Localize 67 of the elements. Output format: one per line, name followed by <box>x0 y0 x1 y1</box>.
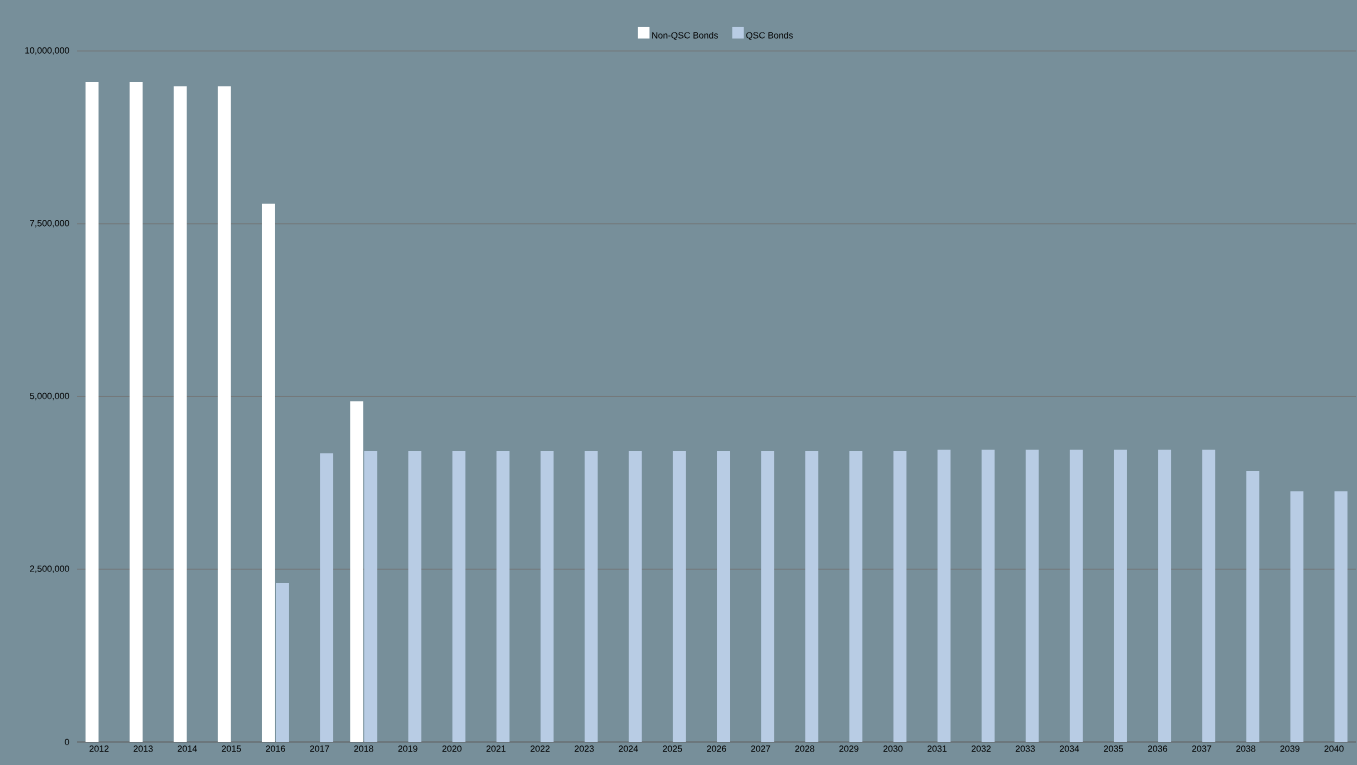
bar <box>717 451 731 742</box>
bar <box>1069 449 1083 742</box>
x-tick-label: 2040 <box>1324 745 1344 752</box>
bar <box>1290 491 1304 742</box>
x-tick-label: 2014 <box>177 745 197 752</box>
bar <box>628 451 642 742</box>
x-tick-label: 2034 <box>1059 745 1080 752</box>
y-tick-label: 2,500,000 <box>30 565 70 573</box>
bar <box>85 82 99 742</box>
bar <box>452 451 466 742</box>
x-tick-label: 2016 <box>265 745 286 752</box>
x-tick-label: 2018 <box>354 745 374 752</box>
bar <box>408 451 422 742</box>
x-tick-label: 2031 <box>927 745 947 752</box>
legend-label: Non-QSC Bonds <box>652 31 718 41</box>
x-tick-label: 2021 <box>486 745 506 752</box>
bar <box>1246 471 1260 742</box>
bar <box>129 82 143 742</box>
x-tick-label: 2035 <box>1103 745 1124 752</box>
x-tick-label: 2025 <box>662 745 683 752</box>
x-tick-label: 2024 <box>618 745 639 752</box>
y-tick-label: 0 <box>64 738 70 746</box>
legend-label: QSC Bonds <box>746 31 793 41</box>
bar <box>849 451 863 742</box>
bar <box>937 449 951 742</box>
bar <box>217 86 231 742</box>
bar <box>496 451 510 742</box>
bar <box>761 451 775 742</box>
y-tick-label: 10,000,000 <box>25 47 70 55</box>
bar <box>350 401 364 742</box>
x-tick-label: 2015 <box>221 745 241 752</box>
bar <box>1113 449 1127 742</box>
x-tick-label: 2036 <box>1148 745 1168 752</box>
x-tick-label: 2013 <box>133 745 153 752</box>
x-tick-label: 2032 <box>971 745 991 752</box>
x-tick-label: 2019 <box>398 745 418 752</box>
x-tick-label: 2027 <box>751 745 771 752</box>
x-tick-label: 2039 <box>1280 745 1300 752</box>
bar <box>275 583 289 742</box>
x-tick-label: 2029 <box>839 745 859 752</box>
bar <box>672 451 686 742</box>
x-tick-label: 2020 <box>442 745 462 752</box>
bar <box>261 203 275 742</box>
x-tick-label: 2022 <box>530 745 550 752</box>
y-tick-label: 5,000,000 <box>29 392 70 401</box>
bar <box>1025 449 1039 742</box>
bar <box>1334 491 1348 742</box>
bar <box>981 449 995 742</box>
x-tick-label: 2038 <box>1236 745 1256 752</box>
bar <box>1202 449 1216 742</box>
bar <box>320 453 334 742</box>
x-tick-label: 2023 <box>574 745 594 752</box>
x-tick-label: 2012 <box>89 745 109 752</box>
x-tick-label: 2017 <box>310 745 330 752</box>
x-tick-label: 2028 <box>795 745 815 752</box>
x-tick-label: 2026 <box>707 745 727 752</box>
bar <box>584 451 598 742</box>
bar <box>893 451 907 742</box>
bar <box>805 451 819 742</box>
x-tick-label: 2033 <box>1015 745 1035 752</box>
bar <box>364 451 378 742</box>
x-tick-label: 2037 <box>1192 745 1212 752</box>
bar <box>173 86 187 742</box>
x-tick-label: 2030 <box>883 745 903 752</box>
y-tick-label: 7,500,000 <box>30 220 70 228</box>
bar <box>1158 449 1172 742</box>
bar <box>540 451 554 742</box>
